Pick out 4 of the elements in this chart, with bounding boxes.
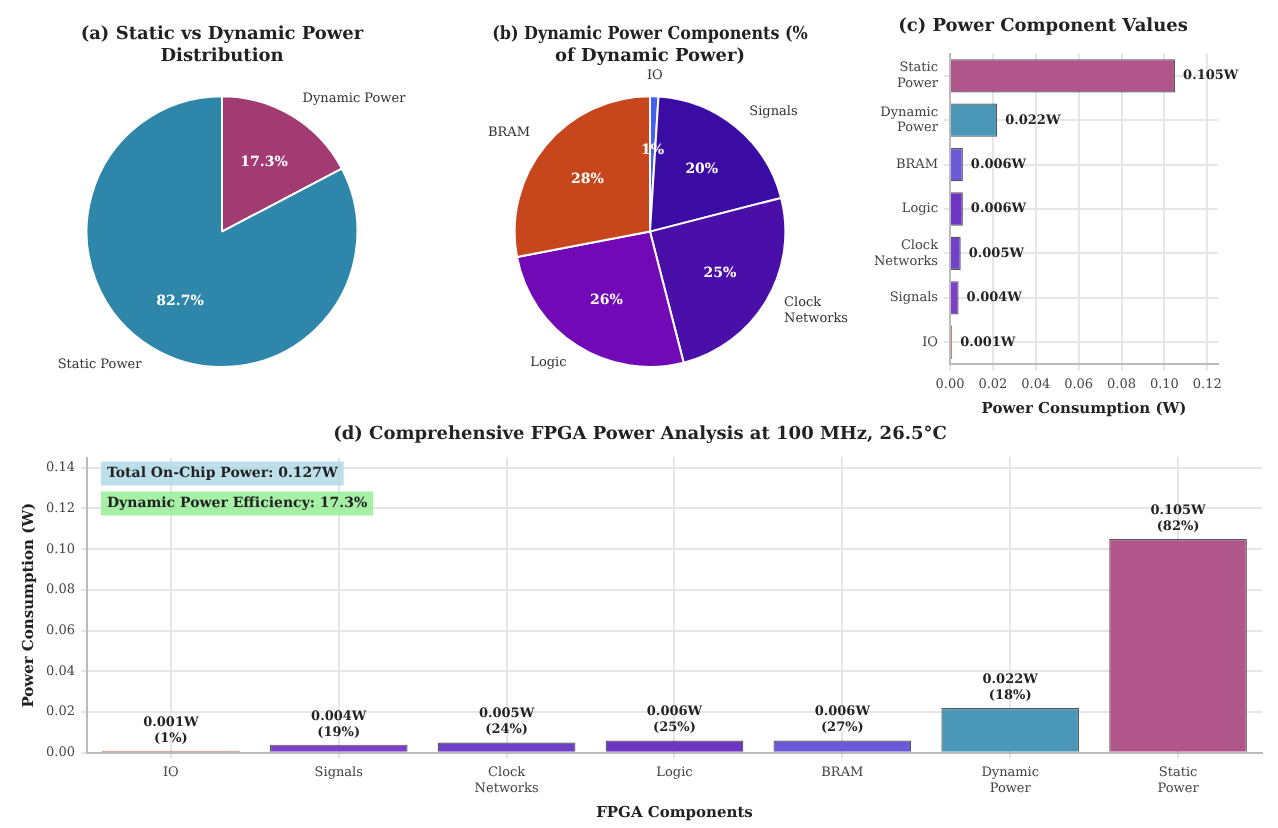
chart-title: (d) Comprehensive FPGA Power Analysis at 100 MHz, 26.5°C — [333, 425, 947, 446]
chart-title: (b) Dynamic Power Components (% of Dynamic Power) — [492, 24, 808, 68]
chart-title: (a) Static vs Dynamic Power Distribution — [80, 25, 364, 68]
chart-title: (c) Power Component Values — [898, 17, 1188, 38]
